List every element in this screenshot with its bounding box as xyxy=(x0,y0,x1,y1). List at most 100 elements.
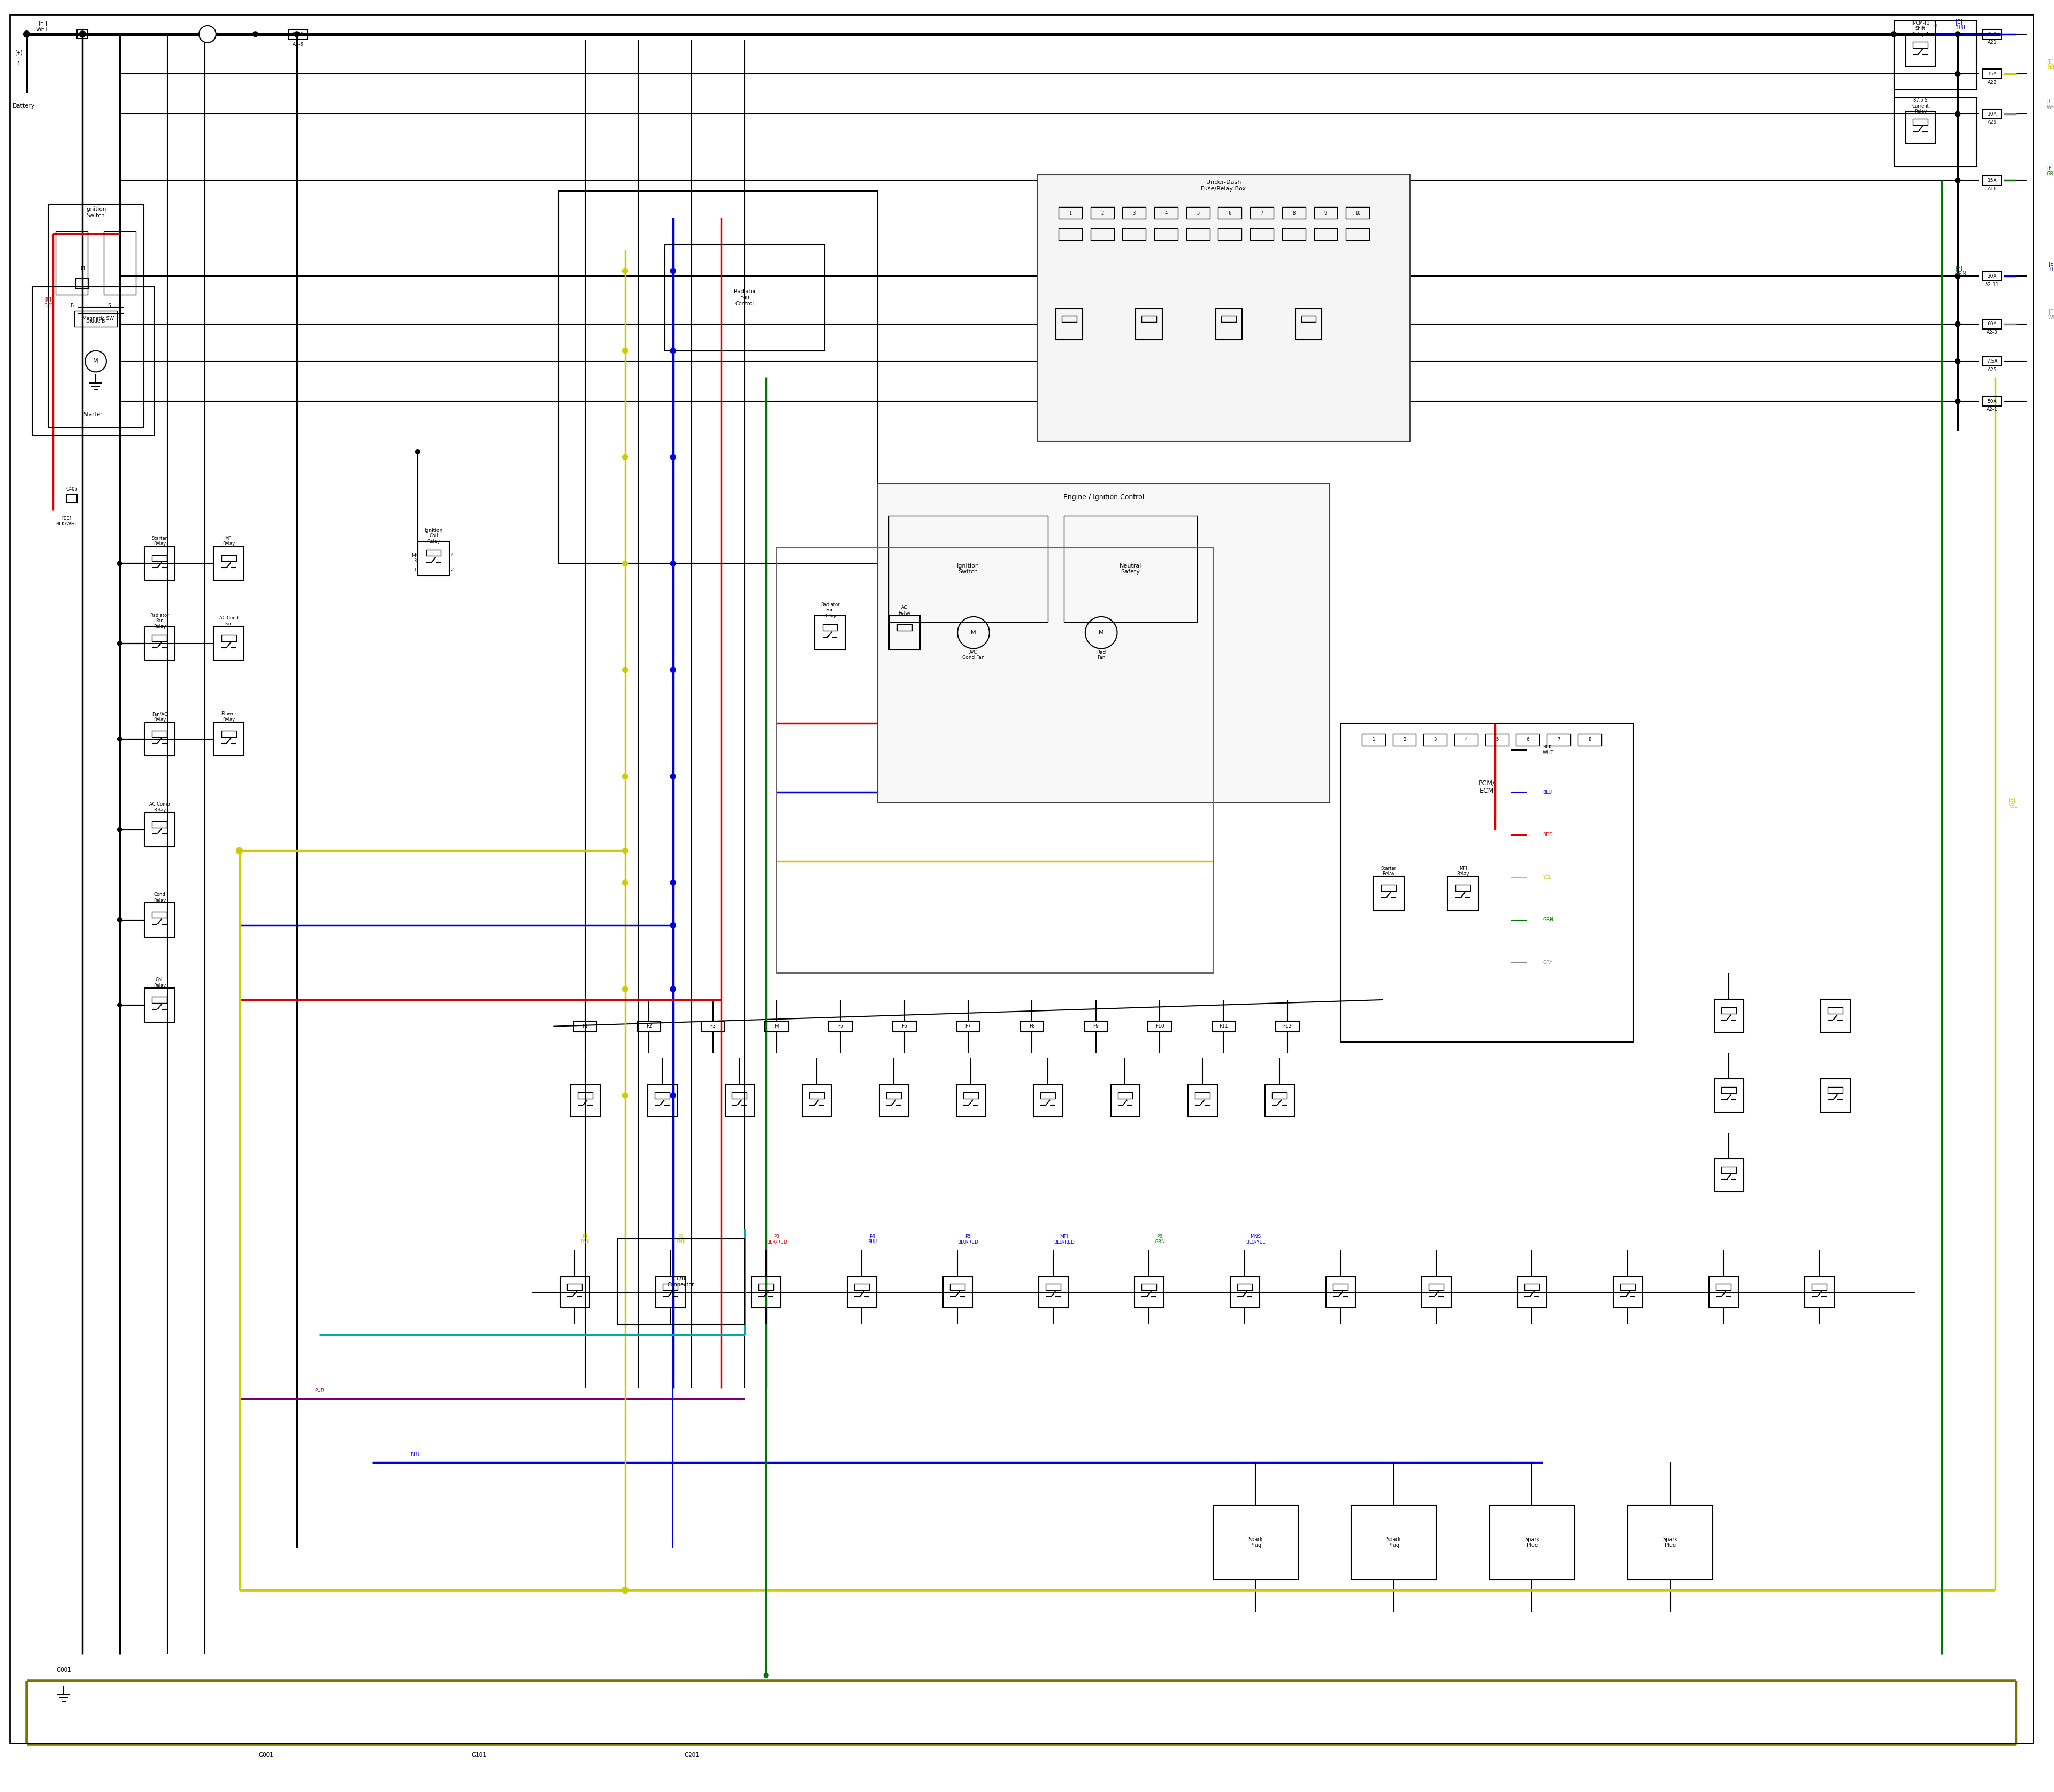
Text: PCM/
ECM: PCM/ ECM xyxy=(1479,780,1495,794)
Text: G101: G101 xyxy=(470,1753,487,1758)
Text: G001: G001 xyxy=(55,1667,72,1672)
Bar xyxy=(1021,1021,1043,1032)
Text: Radiator
Fan
Relay: Radiator Fan Relay xyxy=(150,613,168,629)
Bar xyxy=(1489,1505,1575,1579)
Text: 87.5 S
Current
Relay: 87.5 S Current Relay xyxy=(1912,99,1929,115)
Bar xyxy=(214,722,244,756)
Text: 20A: 20A xyxy=(1988,274,1996,278)
Bar xyxy=(1423,733,1446,745)
Bar xyxy=(1187,228,1210,240)
Text: F8: F8 xyxy=(1029,1023,1035,1029)
Text: 10A: 10A xyxy=(1988,111,1996,116)
Bar xyxy=(889,616,920,650)
Bar xyxy=(637,1021,661,1032)
Bar xyxy=(1282,228,1306,240)
Circle shape xyxy=(117,828,121,831)
Circle shape xyxy=(80,30,86,38)
Bar xyxy=(1345,228,1370,240)
Text: Diode B: Diode B xyxy=(86,319,105,324)
Bar xyxy=(1333,1283,1347,1290)
Text: Fan/AC
Relay: Fan/AC Relay xyxy=(152,711,166,722)
Text: A2-1: A2-1 xyxy=(1986,407,1999,412)
Text: 4: 4 xyxy=(1465,737,1467,742)
Text: M: M xyxy=(1099,631,1103,636)
Bar xyxy=(152,821,166,828)
Bar xyxy=(1982,319,2003,330)
Bar xyxy=(288,29,308,39)
Circle shape xyxy=(199,25,216,43)
Circle shape xyxy=(117,1004,121,1007)
Text: Spark
Plug: Spark Plug xyxy=(1386,1536,1401,1548)
Text: A16: A16 xyxy=(1988,186,1996,192)
Bar xyxy=(214,625,244,659)
Text: 6: 6 xyxy=(1526,737,1530,742)
Circle shape xyxy=(1892,32,1896,38)
Bar xyxy=(731,1093,748,1098)
Text: A/C
Cond Fan: A/C Cond Fan xyxy=(963,650,984,659)
Circle shape xyxy=(622,1093,629,1098)
Text: [E]
GRN: [E] GRN xyxy=(2046,165,2054,177)
Bar xyxy=(1117,1093,1132,1098)
Circle shape xyxy=(622,348,629,353)
Text: F10: F10 xyxy=(1154,1023,1165,1029)
Bar xyxy=(1265,1084,1294,1116)
Bar xyxy=(1822,1000,1851,1032)
Text: 7.5A: 7.5A xyxy=(1986,358,1999,364)
Text: 15A: 15A xyxy=(1988,72,1996,77)
Circle shape xyxy=(670,561,676,566)
Text: BLU: BLU xyxy=(411,1452,419,1457)
Text: Ignition
Switch: Ignition Switch xyxy=(84,206,107,219)
Bar xyxy=(877,484,1329,803)
Circle shape xyxy=(117,642,121,645)
Bar xyxy=(1715,1159,1744,1192)
Text: [EI]
WHT: [EI] WHT xyxy=(37,20,49,32)
Text: Spark
Plug: Spark Plug xyxy=(1664,1536,1678,1548)
Bar xyxy=(1058,208,1082,219)
Text: Radiator
Fan
Relay: Radiator Fan Relay xyxy=(820,602,840,618)
Circle shape xyxy=(294,32,300,38)
Bar xyxy=(1828,1007,1842,1014)
Text: A2-11: A2-11 xyxy=(1984,283,1999,287)
Bar xyxy=(663,1283,678,1290)
Text: 10: 10 xyxy=(1356,210,1360,215)
Bar xyxy=(1237,1283,1253,1290)
Text: F1: F1 xyxy=(581,1023,587,1029)
Text: P3
BLK/RED: P3 BLK/RED xyxy=(766,1235,787,1244)
Text: 7: 7 xyxy=(1557,737,1561,742)
Text: MFI
BLU/RED: MFI BLU/RED xyxy=(1054,1235,1074,1244)
Bar xyxy=(776,548,1214,973)
Bar xyxy=(700,1021,725,1032)
Bar xyxy=(1148,1021,1171,1032)
Bar xyxy=(144,722,175,756)
Bar xyxy=(1454,733,1477,745)
Bar xyxy=(1912,118,1929,125)
Bar xyxy=(1709,1278,1738,1308)
Circle shape xyxy=(1955,358,1960,364)
Text: 100A: 100A xyxy=(292,32,304,36)
Bar xyxy=(1121,208,1146,219)
Bar xyxy=(1033,1084,1062,1116)
Bar xyxy=(1421,1278,1452,1308)
Text: Spark
Plug: Spark Plug xyxy=(1524,1536,1540,1548)
Bar xyxy=(1062,315,1076,323)
Bar xyxy=(1039,1278,1068,1308)
Bar xyxy=(1154,208,1177,219)
Text: F12: F12 xyxy=(1284,1023,1292,1029)
Bar xyxy=(1296,308,1323,339)
Bar xyxy=(1822,1079,1851,1113)
Circle shape xyxy=(622,880,629,885)
Text: GRN: GRN xyxy=(1543,918,1553,923)
Text: [E]
BLU: [E] BLU xyxy=(1955,18,1966,30)
Bar xyxy=(1251,228,1273,240)
Text: Neutral
Safety: Neutral Safety xyxy=(1119,563,1142,575)
Circle shape xyxy=(622,848,629,853)
Text: L1: L1 xyxy=(1933,23,1939,29)
Text: 5: 5 xyxy=(1197,210,1200,215)
Bar xyxy=(33,287,154,435)
Circle shape xyxy=(670,455,676,461)
Bar xyxy=(1715,1000,1744,1032)
Bar xyxy=(963,1093,978,1098)
Bar xyxy=(655,1278,686,1308)
Bar xyxy=(559,192,877,563)
Bar xyxy=(1717,1283,1732,1290)
